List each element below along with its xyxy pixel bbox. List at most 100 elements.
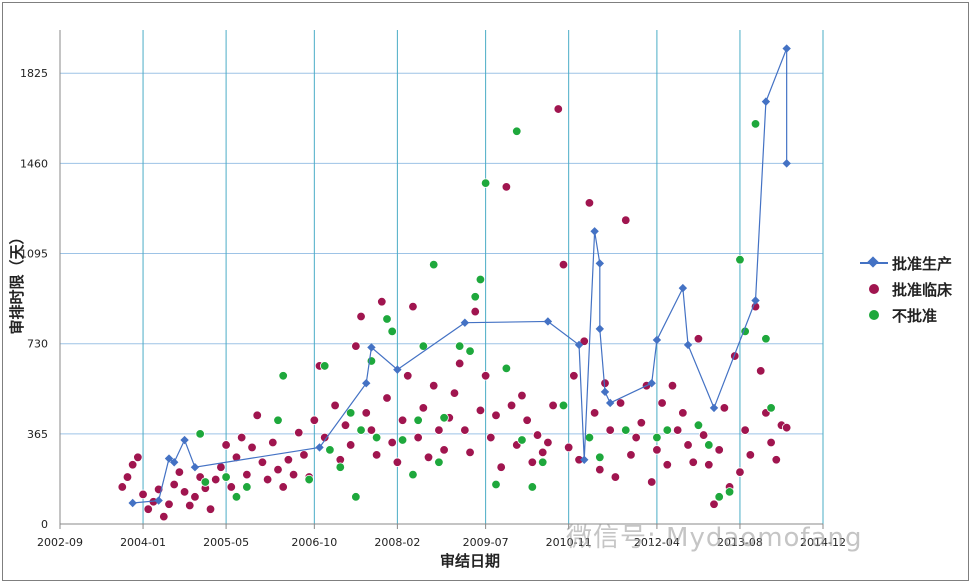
data-point [693, 334, 704, 344]
data-point [579, 336, 589, 346]
data-point-diamond [315, 443, 324, 452]
line-diamond-icon [860, 256, 888, 270]
data-point [543, 437, 553, 448]
data-point [351, 492, 361, 502]
data-point [174, 467, 185, 477]
data-point [179, 487, 190, 497]
data-point-diamond [683, 340, 693, 350]
data-point [236, 432, 247, 443]
data-point [242, 482, 252, 492]
data-point [320, 361, 330, 371]
data-point [387, 437, 397, 448]
data-point [491, 479, 501, 490]
data-point [506, 400, 517, 411]
data-point [117, 482, 127, 492]
data-point [693, 420, 704, 430]
data-point-diamond [782, 44, 791, 53]
data-point [475, 274, 486, 285]
data-point [413, 432, 423, 443]
x-tick-label: 2005-05 [203, 536, 249, 549]
y-tick-label: 365 [27, 428, 48, 441]
data-point [657, 398, 667, 408]
data-point [449, 388, 460, 398]
watermark: 微信号: Mydaomofang [566, 523, 863, 553]
data-point [756, 366, 766, 376]
data-point [273, 415, 283, 425]
data-point [750, 119, 761, 129]
data-point [704, 460, 714, 470]
legend-label: 批准临床 [892, 280, 953, 299]
data-point [480, 371, 491, 381]
data-point [475, 405, 486, 416]
data-point [662, 460, 672, 470]
data-point [288, 469, 299, 480]
data-point [683, 440, 693, 450]
data-point [652, 445, 662, 455]
data-point [408, 301, 418, 312]
x-tick-label: 2012-04 [634, 536, 680, 549]
data-point [169, 479, 179, 490]
data-point [242, 469, 252, 480]
y-tick-label: 1825 [20, 67, 48, 80]
legend-label: 批准生产 [892, 254, 953, 273]
data-point [283, 455, 294, 465]
data-point-diamond [367, 343, 376, 352]
data-point [262, 474, 273, 485]
data-point [621, 215, 631, 225]
data-point [527, 482, 538, 492]
data-point [714, 445, 724, 455]
data-point [589, 408, 600, 418]
data-point [231, 492, 242, 502]
x-tick-label: 2004-01 [120, 536, 166, 549]
series-2 [195, 119, 776, 502]
data-point [714, 492, 724, 502]
data-point [211, 474, 221, 485]
data-point [735, 467, 745, 477]
data-point-diamond [164, 454, 174, 463]
data-point-diamond [647, 379, 656, 388]
data-point-diamond [580, 455, 589, 464]
data-point [278, 371, 288, 381]
x-axis-label: 审结日期 [440, 552, 500, 570]
x-tick-label: 2008-02 [374, 536, 420, 549]
data-point [268, 437, 278, 448]
data-point-diamond [600, 387, 610, 397]
data-point [553, 104, 563, 114]
y-tick-label: 0 [41, 518, 48, 531]
x-tick-label: 2013-08 [717, 536, 763, 549]
tick-labels: 0 365 730 1095 1460 1825 2002-09 2004-01 2005-05… [20, 67, 846, 549]
legend-item-approved-clinical: 批准临床 [860, 276, 952, 302]
data-point [698, 430, 709, 440]
data-point [221, 440, 231, 450]
data-point [200, 477, 211, 487]
data-point [771, 455, 781, 465]
data-point-diamond [169, 458, 179, 467]
legend: 批准生产 批准临床 不批准 [860, 250, 952, 328]
data-point-diamond [190, 462, 200, 472]
data-point-diamond [543, 317, 553, 326]
data-point [361, 408, 371, 418]
data-point [480, 178, 491, 188]
data-point [273, 464, 283, 475]
series-layer [117, 44, 792, 522]
data-point [621, 425, 631, 435]
data-point [735, 255, 745, 265]
data-point [595, 464, 605, 475]
data-point [418, 403, 429, 413]
data-point [143, 504, 153, 514]
data-point-diamond [761, 97, 771, 106]
data-point [647, 477, 657, 487]
data-point [465, 447, 475, 458]
data-point [465, 346, 475, 356]
data-point [356, 311, 366, 322]
data-point [454, 358, 465, 369]
data-point [548, 400, 558, 411]
data-point [382, 314, 392, 324]
data-point [486, 432, 496, 443]
data-point [501, 182, 512, 192]
data-point-diamond [782, 159, 791, 168]
data-point [688, 457, 698, 467]
data-point [704, 440, 714, 450]
series-1 [117, 104, 792, 522]
